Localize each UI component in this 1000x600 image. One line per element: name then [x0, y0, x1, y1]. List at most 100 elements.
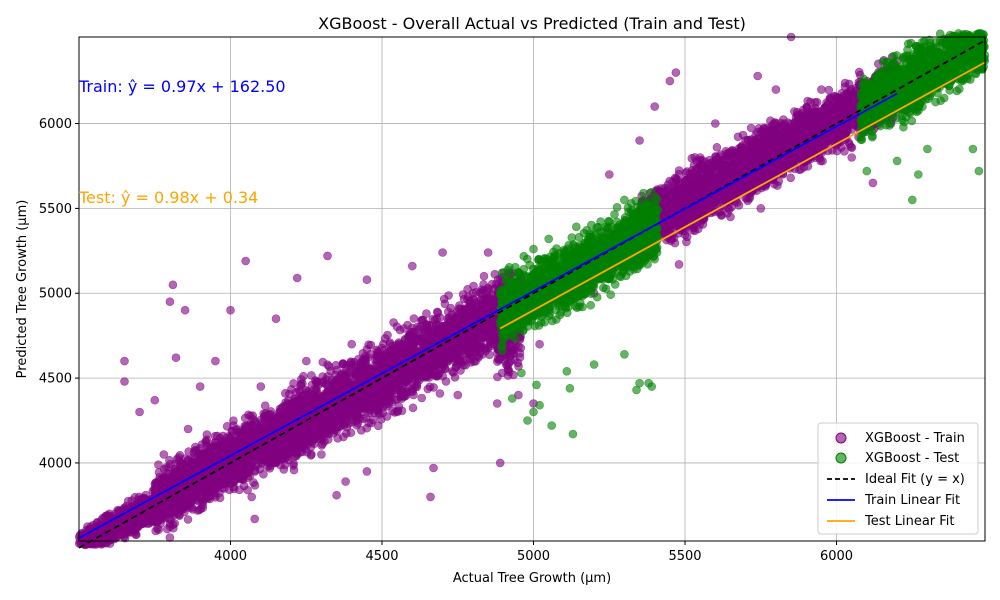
- data-point: [334, 381, 344, 391]
- data-point: [264, 456, 273, 466]
- data-point: [423, 333, 432, 343]
- data-point: [443, 314, 452, 324]
- data-point: [249, 478, 258, 487]
- data-point: [429, 383, 438, 392]
- data-point: [259, 469, 268, 479]
- data-point: [380, 350, 390, 360]
- data-point: [237, 474, 246, 484]
- data-point: [394, 339, 404, 349]
- data-point: [260, 401, 270, 411]
- data-point: [456, 310, 466, 319]
- data-point: [151, 526, 160, 536]
- data-point: [187, 487, 197, 497]
- data-point: [299, 371, 308, 381]
- data-point: [280, 388, 290, 398]
- data-point: [359, 365, 369, 375]
- data-point: [412, 364, 422, 374]
- data-point: [235, 485, 244, 495]
- data-point: [289, 379, 298, 388]
- data-point: [446, 303, 456, 313]
- data-point: [335, 410, 345, 420]
- data-point: [401, 377, 411, 387]
- data-point: [386, 382, 396, 392]
- data-point: [435, 389, 445, 398]
- data-point: [96, 537, 105, 547]
- data-point: [324, 420, 334, 429]
- data-point: [413, 374, 423, 384]
- data-point: [253, 452, 263, 462]
- data-point: [292, 447, 302, 457]
- data-point: [338, 359, 348, 369]
- data-point: [241, 457, 251, 466]
- data-point: [444, 291, 453, 300]
- data-point: [493, 372, 502, 382]
- data-point: [344, 399, 354, 409]
- data-point: [291, 387, 301, 397]
- data-point: [417, 393, 427, 403]
- data-point: [156, 476, 166, 486]
- data-point: [304, 425, 313, 434]
- data-point: [228, 426, 237, 436]
- data-point: [400, 350, 410, 360]
- data-point: [507, 349, 517, 359]
- data-point: [220, 484, 229, 493]
- data-point: [331, 360, 341, 370]
- data-point: [130, 492, 140, 502]
- data-point: [309, 390, 319, 400]
- data-point: [275, 434, 284, 444]
- data-point: [315, 431, 325, 440]
- data-point: [169, 523, 178, 533]
- data-point: [373, 406, 383, 416]
- data-point: [339, 420, 349, 430]
- data-point: [262, 414, 271, 423]
- data-point: [130, 519, 139, 528]
- data-point: [161, 463, 171, 472]
- data-point: [263, 423, 272, 433]
- data-point: [380, 334, 390, 343]
- data-point: [288, 431, 298, 440]
- data-point: [278, 402, 288, 411]
- data-point: [180, 469, 189, 478]
- data-point: [450, 372, 460, 382]
- data-point: [306, 450, 316, 460]
- data-point: [370, 365, 379, 374]
- data-point: [479, 271, 489, 281]
- data-point: [412, 382, 422, 392]
- data-point: [178, 459, 187, 468]
- data-point: [201, 438, 211, 447]
- data-point: [422, 309, 431, 318]
- data-point: [289, 461, 298, 470]
- data-point: [389, 318, 398, 327]
- data-point: [351, 413, 361, 423]
- data-point: [265, 463, 275, 473]
- data-point: [324, 362, 334, 371]
- data-point: [171, 498, 181, 508]
- data-point: [210, 431, 220, 441]
- data-point: [300, 444, 310, 454]
- data-point: [153, 510, 163, 520]
- data-point: [323, 382, 333, 392]
- data-point: [473, 343, 483, 353]
- data-point: [440, 363, 450, 373]
- data-point: [169, 467, 179, 477]
- data-point: [504, 367, 514, 377]
- data-point: [464, 349, 474, 358]
- chart-title: XGBoost - Overall Actual vs Predicted (T…: [318, 14, 746, 33]
- data-point: [473, 336, 482, 346]
- data-point: [279, 454, 289, 463]
- data-point: [250, 418, 260, 428]
- data-point: [485, 332, 495, 342]
- data-point: [161, 513, 170, 523]
- data-point: [407, 323, 417, 333]
- data-point: [183, 515, 193, 524]
- data-point: [236, 434, 245, 443]
- data-point: [373, 421, 383, 431]
- data-point: [425, 368, 435, 378]
- data-point: [474, 328, 483, 338]
- data-point: [455, 354, 465, 364]
- data-point: [194, 450, 203, 459]
- data-point: [395, 325, 405, 335]
- data-point: [365, 405, 375, 415]
- data-point: [178, 500, 188, 510]
